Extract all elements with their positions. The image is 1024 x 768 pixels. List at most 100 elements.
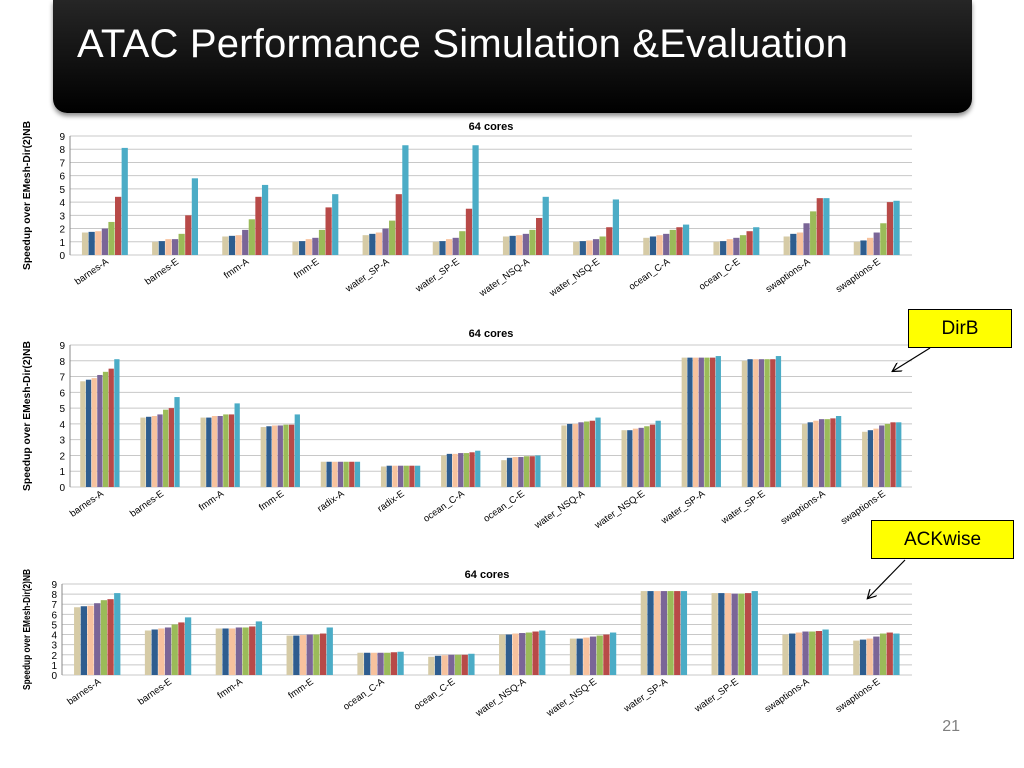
y-tick-label: 1 — [59, 467, 65, 478]
category-label: swaptions-E — [834, 676, 883, 715]
y-tick-label: 3 — [59, 211, 65, 222]
bar — [663, 233, 670, 255]
y-axis-label: Speedup over EMesh-Dir(2)NB — [22, 121, 33, 270]
bar — [815, 631, 823, 675]
bar — [403, 465, 409, 487]
category-label: water_NSQ-A — [477, 256, 533, 300]
bar — [108, 368, 114, 487]
category-label: barnes-E — [128, 488, 166, 519]
bar — [764, 359, 770, 487]
category-label: ocean_C-E — [482, 488, 527, 524]
bar — [377, 652, 384, 675]
category-label: fmm-E — [292, 256, 321, 281]
bar — [318, 229, 326, 255]
bar — [783, 236, 790, 255]
bar — [168, 408, 174, 487]
bar — [880, 223, 887, 255]
bar — [222, 236, 229, 255]
bar — [715, 356, 721, 487]
category-label: barnes-A — [73, 256, 111, 288]
bar — [525, 632, 533, 675]
bar — [332, 461, 338, 487]
bar — [583, 637, 590, 675]
bar — [724, 593, 732, 675]
bar — [332, 194, 339, 255]
category-label: water_SP-E — [719, 488, 768, 527]
y-axis-label: Speedup over EMesh-Dir(2)NB — [22, 569, 33, 690]
bar — [445, 239, 453, 255]
bar — [463, 453, 470, 487]
y-tick-label: 6 — [51, 610, 57, 621]
y-tick-label: 8 — [59, 145, 65, 156]
y-tick-label: 0 — [51, 671, 57, 682]
category-label: fmm-A — [216, 676, 246, 701]
category-label: radix-A — [315, 488, 347, 515]
bar — [795, 632, 803, 675]
bar — [741, 360, 748, 487]
bar — [459, 231, 466, 255]
bar — [206, 417, 212, 487]
y-tick-label: 7 — [59, 373, 65, 384]
bar — [397, 465, 404, 487]
y-tick-label: 5 — [51, 620, 57, 631]
bar — [469, 452, 475, 487]
bar — [211, 416, 218, 487]
bar — [599, 236, 606, 255]
bar — [720, 241, 727, 255]
bar — [573, 241, 580, 255]
bar — [465, 208, 473, 255]
bar — [320, 461, 327, 487]
bar — [468, 653, 475, 675]
category-label: water_SP-A — [659, 488, 708, 527]
bar — [606, 227, 613, 255]
bar — [753, 359, 759, 487]
bar — [589, 420, 595, 487]
bar — [144, 630, 152, 675]
bar — [88, 231, 95, 255]
category-label: radix-E — [376, 488, 407, 514]
category-label: water_NSQ-E — [592, 488, 647, 531]
bar — [603, 634, 610, 675]
bar — [569, 638, 577, 675]
bar — [375, 232, 383, 255]
bar — [561, 425, 567, 487]
bar — [529, 229, 536, 255]
bar — [718, 593, 725, 675]
category-label: fmm-A — [197, 488, 227, 513]
bar — [266, 426, 272, 487]
bar — [441, 455, 447, 487]
bar — [667, 591, 674, 675]
bar — [809, 631, 816, 675]
bar — [529, 456, 535, 487]
bar — [107, 599, 114, 675]
bar — [349, 461, 355, 487]
y-tick-label: 7 — [51, 600, 57, 611]
bar — [853, 241, 860, 255]
bar — [151, 629, 158, 675]
bar — [151, 416, 157, 487]
bar — [432, 241, 439, 255]
bar — [397, 651, 404, 675]
y-tick-label: 2 — [51, 651, 57, 662]
bar — [95, 231, 102, 255]
bar — [627, 430, 633, 487]
bar — [299, 635, 307, 675]
bar — [326, 461, 332, 487]
bar — [523, 456, 530, 487]
bar — [746, 231, 753, 255]
bar — [157, 414, 163, 487]
bar — [215, 628, 222, 675]
bar — [518, 457, 524, 487]
bar — [747, 359, 753, 487]
bar — [680, 591, 688, 675]
bar — [434, 655, 442, 675]
bar — [389, 220, 396, 255]
bar — [654, 591, 661, 675]
bar — [140, 417, 146, 487]
bar — [409, 465, 415, 487]
bar — [200, 417, 206, 487]
bar — [643, 237, 650, 255]
bar — [505, 634, 512, 675]
bar — [596, 635, 603, 675]
bar — [676, 227, 683, 255]
